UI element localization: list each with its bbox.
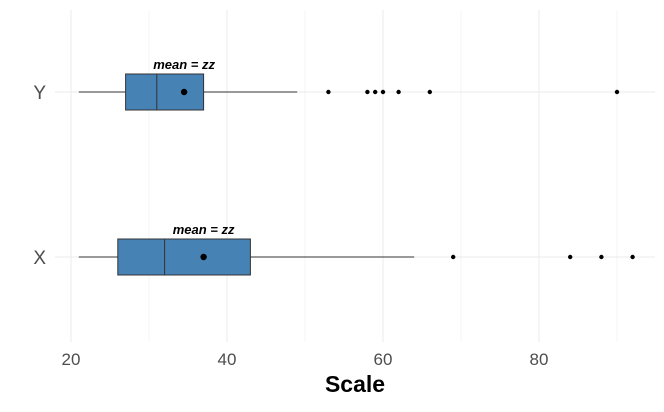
outlier-point-Y-5 [427,89,432,95]
gridlines [55,10,655,342]
x-tick-label-60: 60 [374,350,393,369]
outlier-point-Y-0 [326,89,331,95]
boxes: mean = zz mean = zz [78,57,635,276]
mean-point-Y [180,88,188,96]
mean-label-X: mean = zz [173,222,235,237]
y-category-label-Y: Y [33,83,46,104]
x-tick-label-40: 40 [218,350,237,369]
box-Y [125,73,205,111]
outlier-point-X-2 [599,254,604,260]
tick-labels: 20 40 60 80 Y X [33,83,548,369]
outlier-point-Y-6 [614,89,620,95]
outlier-point-Y-3 [380,89,386,95]
box-X [117,238,251,276]
mean-point-X [200,253,207,261]
outlier-point-X-1 [568,254,573,260]
x-tick-label-80: 80 [530,350,549,369]
outlier-point-Y-2 [373,89,378,95]
x-tick-label-20: 20 [62,350,81,369]
x-axis-title: Scale [325,371,385,397]
y-category-label-X: X [33,248,46,269]
mean-label-Y: mean = zz [153,57,215,72]
outlier-point-X-3 [630,254,635,260]
outlier-point-Y-1 [365,89,370,95]
outlier-point-Y-4 [396,89,401,95]
outlier-point-X-0 [451,254,456,260]
